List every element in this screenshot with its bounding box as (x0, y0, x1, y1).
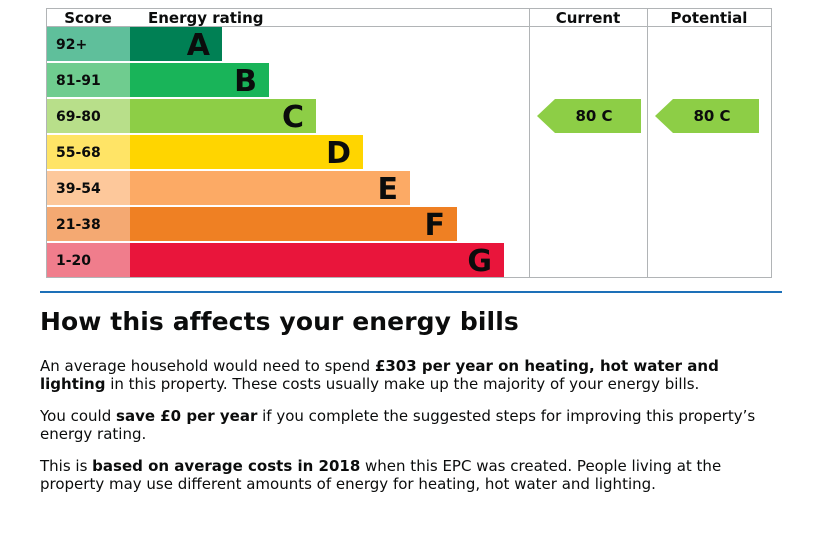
score-cell (47, 99, 130, 133)
rating-letter: G (467, 244, 492, 279)
energy-rating-header: Energy rating (148, 9, 263, 27)
energy-rating-chart: Score Energy rating Current Potential 92+ A8… (46, 8, 772, 279)
bills-text: An average household would need to spend (40, 357, 375, 375)
bills-highlight: based on average costs in 2018 (92, 457, 361, 475)
score-cell (47, 27, 130, 61)
score-cell (47, 135, 130, 169)
bills-paragraph-basis: This is based on average costs in 2018 w… (40, 457, 782, 493)
rating-letter: F (425, 208, 446, 243)
bills-text: if you complete the suggested steps for … (40, 407, 756, 443)
rating-bands: 92+ A 81-91 B 69-80 C 55-68 D 39-54 E 21-38 F 1-20 G (47, 27, 504, 279)
rating-arrows: 80 C 80 C (537, 99, 759, 133)
potential-header: Potential (671, 9, 748, 27)
rating-letter: C (282, 100, 304, 135)
score-cell (47, 207, 130, 241)
rating-arrow-label: 80 C (693, 107, 730, 125)
score-range-label: 81-91 (56, 73, 101, 89)
rating-band-d: 55-68 D (47, 135, 363, 171)
rating-arrow-label: 80 C (575, 107, 612, 125)
rating-arrow-shape (537, 99, 641, 133)
rating-band-e: 39-54 E (47, 171, 410, 207)
current-header: Current (556, 9, 621, 27)
bills-text: when this EPC was created. People living… (40, 457, 722, 493)
rating-bar (130, 63, 269, 97)
bills-highlight: £303 per year on heating, hot water and … (40, 357, 719, 393)
rating-bar (130, 27, 222, 61)
bills-text: You could (40, 407, 117, 425)
bills-paragraph-cost: An average household would need to spend… (40, 357, 782, 393)
rating-bar (130, 243, 504, 277)
score-cell (47, 63, 130, 97)
chart-border (46, 8, 772, 278)
score-range-label: 39-54 (56, 181, 101, 197)
rating-bar (130, 171, 410, 205)
rating-arrow-shape (655, 99, 759, 133)
score-header: Score (64, 9, 112, 27)
score-cell (47, 171, 130, 205)
rating-band-f: 21-38 F (47, 207, 457, 243)
rating-bar (130, 207, 457, 241)
rating-band-b: 81-91 B (47, 63, 269, 99)
rating-letter: B (234, 64, 257, 99)
score-range-label: 92+ (56, 37, 87, 53)
chart-frame (46, 8, 772, 278)
score-range-label: 69-80 (56, 109, 101, 125)
rating-band-g: 1-20 G (47, 243, 504, 279)
chart-headers: Score Energy rating Current Potential (64, 9, 747, 27)
score-cell (47, 243, 130, 277)
score-range-label: 21-38 (56, 217, 101, 233)
bills-highlight: save £0 per year (116, 407, 258, 425)
rating-letter: A (187, 28, 211, 63)
current-rating-arrow: 80 C (537, 99, 641, 133)
bills-paragraph-saving: You could save £0 per year if you comple… (40, 407, 782, 443)
energy-bills-section: How this affects your energy bills An av… (40, 291, 782, 507)
score-range-label: 1-20 (56, 253, 91, 269)
score-range-label: 55-68 (56, 145, 101, 161)
rating-band-a: 92+ A (47, 27, 222, 63)
rating-letter: D (326, 136, 351, 171)
bills-text: This is (40, 457, 93, 475)
rating-band-c: 69-80 C (47, 99, 316, 135)
rating-bar (130, 135, 363, 169)
rating-letter: E (378, 172, 399, 207)
section-divider (40, 291, 782, 293)
bills-heading: How this affects your energy bills (40, 307, 519, 336)
rating-bar (130, 99, 316, 133)
potential-rating-arrow: 80 C (655, 99, 759, 133)
bills-text: in this property. These costs usually ma… (105, 375, 700, 393)
